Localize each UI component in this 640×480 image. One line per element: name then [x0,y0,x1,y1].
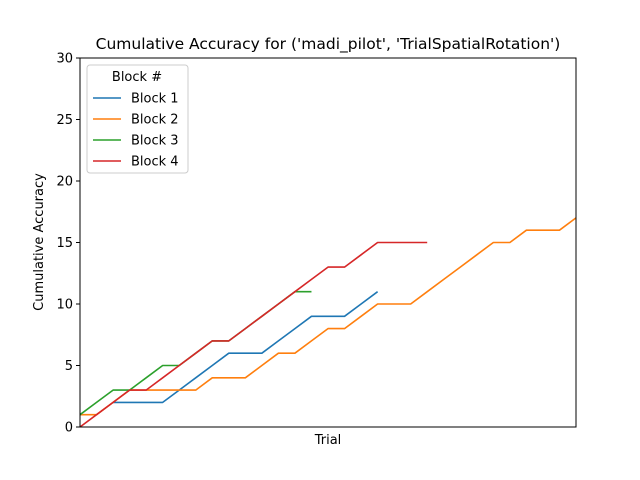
legend-entry-label: Block 3 [131,134,179,149]
series-line-block-1 [113,291,379,404]
series-line-block-4 [79,241,428,428]
y-tick-label: 10 [56,298,73,313]
legend-entry-label: Block 2 [131,113,179,128]
y-tick-label: 30 [56,52,73,67]
plot-lines [79,217,577,428]
legend-entry-label: Block 1 [131,92,179,107]
series-line-block-2 [80,217,577,416]
legend: Block # Block 1 Block 2 Block 3 Block 4 [86,64,189,174]
x-axis-label: Trial [314,433,342,448]
y-axis-label: Cumulative Accuracy [32,173,47,311]
y-tick-label: 0 [65,421,73,436]
y-tick-label: 15 [56,236,73,251]
legend-entry-label: Block 4 [131,155,179,170]
y-tick-label: 20 [56,175,73,190]
y-axis-ticks: 0 5 10 15 20 25 30 [56,52,80,436]
legend-title: Block # [112,70,162,85]
y-tick-label: 5 [65,359,73,374]
legend-box [86,64,189,174]
y-tick-label: 25 [56,113,73,128]
chart-title: Cumulative Accuracy for ('madi_pilot', '… [96,35,561,54]
